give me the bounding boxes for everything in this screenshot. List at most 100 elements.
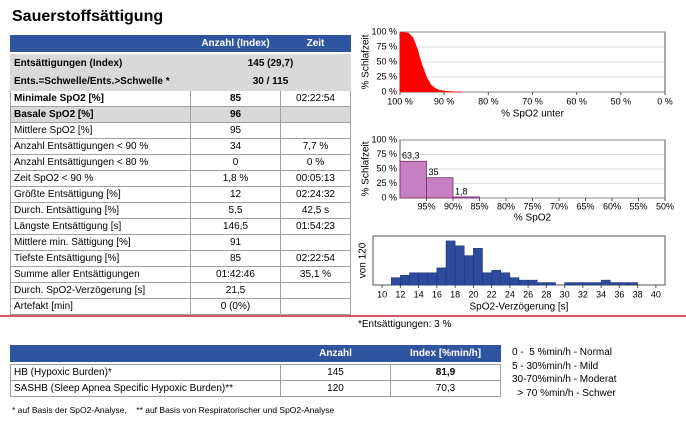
data-row: Durch. Entsättigung [%] 5,5 42,5 s	[10, 202, 351, 219]
value-cell: 0 (0%)	[190, 298, 281, 315]
bar	[482, 272, 492, 286]
header-cell: Anzahl (Index)	[190, 35, 281, 52]
x-tick-label: 90%	[444, 201, 462, 211]
x-tick-label: 60 %	[566, 96, 587, 106]
y-tick-label: 100 %	[371, 26, 397, 36]
value-cell: 0	[190, 154, 281, 171]
value-cell: 1,8 %	[190, 170, 281, 187]
value-cell: 21,5	[190, 282, 281, 299]
bar	[564, 282, 574, 286]
x-tick-label: 30	[560, 289, 570, 299]
value-cell	[280, 298, 351, 315]
x-tick-label: 38	[633, 289, 643, 299]
bar	[452, 196, 480, 199]
legend-line: 0 - 5 %min/h - Normal	[512, 347, 613, 358]
y-tick-label: 75 %	[376, 149, 397, 159]
label-cell: Basale SpO2 [%]	[10, 106, 191, 123]
data-row: Größte Entsättigung [%] 12 02:24:32	[10, 186, 351, 203]
label-cell: Anzahl Entsättigungen < 80 %	[10, 154, 191, 171]
legend-line: 30-70%min/h - Moderat	[512, 374, 617, 385]
x-axis-label: % SpO2 unter	[501, 109, 564, 120]
header-cell: Zeit	[280, 35, 351, 52]
label-cell: Zeit SpO2 < 90 %	[10, 170, 191, 187]
data-row: HB (Hypoxic Burden)* 145 81,9	[10, 364, 501, 381]
value-cell: 95	[190, 122, 281, 139]
bar	[473, 248, 483, 286]
value-cell: 35,1 %	[280, 266, 351, 283]
bar	[537, 282, 547, 286]
header-row: Anzahl Index [%min/h]	[10, 345, 501, 362]
summary-row: Ents.=Schwelle/Ents.>Schwelle * 30 / 115	[10, 72, 351, 91]
x-tick-label: 55%	[629, 201, 647, 211]
bar	[418, 272, 428, 286]
legend-line: 5 - 30%min/h - Mild	[512, 360, 599, 372]
data-row: Artefakt [min] 0 (0%)	[10, 298, 351, 315]
summary-value: 30 / 115	[190, 72, 351, 91]
bar	[426, 177, 454, 199]
label-cell: Mittlere SpO2 [%]	[10, 122, 191, 139]
x-tick-label: 10	[377, 289, 387, 299]
bar	[600, 279, 611, 286]
label-cell: Größte Entsättigung [%]	[10, 186, 191, 203]
data-row: Minimale SpO2 [%] 85 02:22:54	[10, 90, 351, 107]
x-tick-label: 95%	[417, 201, 435, 211]
x-tick-label: 90 %	[434, 96, 455, 106]
data-row: SASHB (Sleep Apnea Specific Hypoxic Burd…	[10, 380, 501, 397]
value-cell: 02:22:54	[280, 250, 351, 267]
x-axis-label: % SpO2	[514, 213, 552, 224]
bar	[591, 282, 602, 286]
label-cell: SASHB (Sleep Apnea Specific Hypoxic Burd…	[10, 380, 281, 397]
value-cell: 01:42:46	[190, 266, 281, 283]
x-tick-label: 12	[395, 289, 405, 299]
x-tick-label: 28	[541, 289, 551, 299]
x-tick-label: 70 %	[522, 96, 543, 106]
x-tick-label: 80%	[497, 201, 515, 211]
y-axis-label: von 120	[358, 242, 369, 278]
bar	[464, 255, 474, 286]
summary-label: Ents.=Schwelle/Ents.>Schwelle *	[10, 72, 191, 91]
label-cell: Artefakt [min]	[10, 298, 191, 315]
bar	[409, 272, 419, 286]
data-row: Längste Entsättigung [s] 146,5 01:54:23	[10, 218, 351, 235]
bar	[454, 245, 465, 286]
value-cell: 02:22:54	[280, 90, 351, 107]
x-tick-label: 70%	[550, 201, 568, 211]
value-cell: 120	[280, 380, 391, 397]
value-cell: 12	[190, 186, 281, 203]
x-tick-label: 36	[614, 289, 624, 299]
header-cell	[10, 345, 281, 362]
bar	[500, 272, 511, 286]
header-cell: Anzahl	[280, 345, 391, 362]
label-cell: Tiefste Entsättigung [%]	[10, 250, 191, 267]
bar	[509, 277, 520, 286]
bar	[445, 240, 456, 286]
bar	[400, 274, 410, 286]
value-cell: 146,5	[190, 218, 281, 235]
x-tick-label: 50 %	[611, 96, 632, 106]
x-tick-label: 60%	[603, 201, 621, 211]
y-tick-label: 100 %	[371, 134, 397, 144]
data-row: Anzahl Entsättigungen < 80 % 0 0 %	[10, 154, 351, 171]
bar	[527, 279, 538, 286]
bar	[399, 160, 427, 199]
value-cell: 91	[190, 234, 281, 251]
header-cell	[10, 35, 191, 52]
x-tick-label: 22	[487, 289, 497, 299]
y-tick-label: 25 %	[376, 71, 397, 81]
bar	[610, 282, 620, 286]
bar	[491, 270, 501, 286]
x-tick-label: 24	[505, 289, 515, 299]
summary-value: 145 (29,7)	[190, 54, 351, 73]
burden-table: Anzahl Index [%min/h] HB (Hypoxic Burden)*…	[10, 345, 501, 397]
main-table: Anzahl (Index) Zeit Entsättigungen (Index)…	[10, 35, 351, 315]
label-cell: Summe aller Entsättigungen	[10, 266, 191, 283]
summary-row: Entsättigungen (Index) 145 (29,7)	[10, 54, 351, 73]
bar	[628, 282, 638, 286]
label-cell: Durch. SpO2-Verzögerung [s]	[10, 282, 191, 299]
data-row: Zeit SpO2 < 90 % 1,8 % 00:05:13	[10, 170, 351, 187]
value-cell: 7,7 %	[280, 138, 351, 155]
bar	[436, 267, 447, 286]
label-cell: Mittlere min. Sättigung [%]	[10, 234, 191, 251]
